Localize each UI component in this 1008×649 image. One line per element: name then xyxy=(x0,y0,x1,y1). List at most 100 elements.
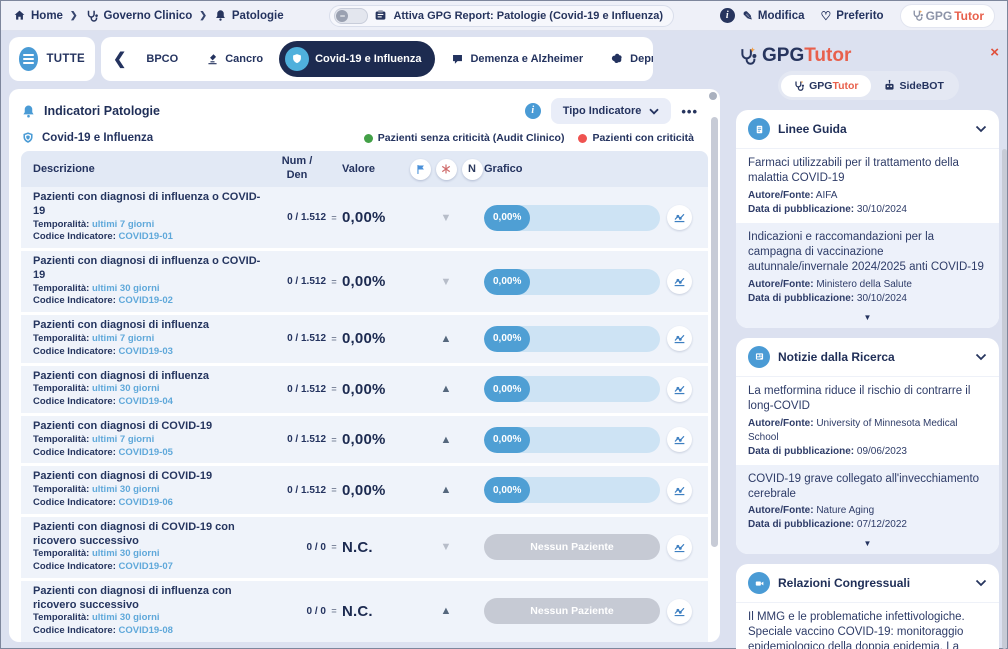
chart-icon[interactable] xyxy=(666,205,692,231)
expand-more-icon[interactable]: ▼ xyxy=(736,311,999,328)
chart-icon[interactable] xyxy=(666,477,692,503)
tab-demenza-alzheimer[interactable]: Demenza e Alzheimer xyxy=(439,41,595,77)
section-header[interactable]: Linee Guida xyxy=(736,110,999,149)
col-grafico: Grafico xyxy=(484,163,523,175)
modifica-label: Modifica xyxy=(757,9,805,22)
page-title: Indicatori Patologie xyxy=(44,104,160,118)
tab-label: Covid-19 e Influenza xyxy=(315,53,422,65)
tab-depressione[interactable]: Depressione xyxy=(599,41,653,77)
tab-tutte[interactable]: TUTTE xyxy=(9,37,95,81)
table-row[interactable]: Pazienti con diagnosi di influenza Tempo… xyxy=(21,365,708,416)
tab-label: Cancro xyxy=(225,53,264,65)
trend-down-icon: ▼ xyxy=(440,211,452,224)
value-bar: 0,00% xyxy=(484,376,660,403)
list-item[interactable]: COVID-19 grave collegato all'invecchiame… xyxy=(736,464,999,539)
millewin-logo-icon[interactable] xyxy=(435,158,457,180)
breadcrumb-governo-clinico[interactable]: Governo Clinico xyxy=(85,9,192,23)
chart-icon[interactable] xyxy=(666,427,692,453)
chart-icon[interactable] xyxy=(666,326,692,352)
chart-icon[interactable] xyxy=(666,376,692,402)
video-camera-icon xyxy=(748,572,770,595)
trend-up-icon: ▲ xyxy=(440,605,452,618)
chevron-down-icon xyxy=(649,108,659,115)
indicator-title: Pazienti con diagnosi di COVID-19 xyxy=(33,470,213,483)
info-icon[interactable]: i xyxy=(719,8,735,23)
preferito-label: Preferito xyxy=(836,9,884,22)
section-linee-guida: Linee Guida Farmaci utilizzabili per il … xyxy=(736,110,999,328)
section-header[interactable]: Relazioni Congressuali xyxy=(736,564,999,604)
main-scrollbar[interactable] xyxy=(711,117,718,547)
list-item[interactable]: Il MMG e le problematiche infettivologic… xyxy=(736,603,999,649)
indicatori-patologie-card: Indicatori Patologie i Tipo Indicatore •… xyxy=(9,89,720,642)
value-bar: 0,00% xyxy=(484,268,660,295)
card-subheader: Covid-19 e Influenza Pazienti senza crit… xyxy=(21,125,708,151)
sidebar-tabs: GPGTutor SideBOT xyxy=(778,71,959,100)
gpg-report-toggle[interactable]: − xyxy=(334,7,369,24)
expand-more-icon[interactable]: ▼ xyxy=(736,538,999,555)
modifica-button[interactable]: ✎ Modifica xyxy=(743,9,805,23)
chevron-left-icon[interactable]: ❮ xyxy=(113,51,127,68)
col-flags: N xyxy=(408,92,717,180)
tipo-indicatore-dropdown[interactable]: Tipo Indicatore xyxy=(550,98,672,124)
value-bar: 0,00% xyxy=(484,204,660,231)
section-title: Linee Guida xyxy=(778,122,847,136)
item-author: Ministero della Salute xyxy=(816,278,912,290)
breadcrumb: Home ❯ Governo Clinico ❯ Patologie xyxy=(13,9,284,23)
chart-icon[interactable] xyxy=(666,598,692,624)
codice-value: COVID19-01 xyxy=(118,231,173,243)
flag-icon[interactable] xyxy=(409,158,431,180)
legend-label: Pazienti con criticità xyxy=(592,132,694,144)
info-icon[interactable]: i xyxy=(524,103,541,119)
chart-icon[interactable] xyxy=(666,534,692,560)
table-row[interactable]: Pazienti con diagnosi di COVID-19 Tempor… xyxy=(21,466,708,517)
report-icon xyxy=(376,10,386,20)
robot-icon xyxy=(884,79,894,90)
tab-covid19-influenza[interactable]: Covid-19 e Influenza xyxy=(279,41,436,77)
indicator-title: Pazienti con diagnosi di influenza o COV… xyxy=(33,191,261,217)
tab-cancro[interactable]: Cancro xyxy=(194,41,275,77)
indicator-value: 0,00% xyxy=(342,273,386,291)
gpg-report-label: Attiva GPG Report: Patologie (Covid-19 e… xyxy=(393,9,663,22)
gpgtutor-button[interactable]: GPG Tutor xyxy=(899,3,995,28)
chart-icon[interactable] xyxy=(666,269,692,295)
item-date: 09/06/2023 xyxy=(856,445,907,457)
section-title: Notizie dalla Ricerca xyxy=(778,349,895,364)
breadcrumb-patologie[interactable]: Patologie xyxy=(214,9,284,22)
red-dot-icon xyxy=(578,133,588,143)
bell-icon xyxy=(215,10,225,21)
legend-label: Pazienti senza criticità (Audit Clinico) xyxy=(377,132,565,144)
home-icon xyxy=(14,10,25,20)
tab-bpco[interactable]: BPCO xyxy=(134,41,190,77)
stethoscope-icon xyxy=(795,80,805,91)
table-row[interactable]: Pazienti con diagnosi di influenza o COV… xyxy=(21,251,708,316)
list-item[interactable]: Indicazioni e raccomandazioni per la cam… xyxy=(736,222,999,312)
tab-sidebot[interactable]: SideBOT xyxy=(871,74,956,97)
section-notizie-ricerca: Notizie dalla Ricerca La metformina ridu… xyxy=(736,337,999,555)
table-row[interactable]: Pazienti con diagnosi di COVID-19 Tempor… xyxy=(21,416,708,467)
more-options-icon[interactable]: ••• xyxy=(681,103,698,119)
value-bar: 0,00% xyxy=(484,477,660,504)
indicator-value: N.C. xyxy=(342,538,373,556)
sidebar-scrollbar[interactable] xyxy=(1002,149,1007,649)
netmedica-logo-icon[interactable]: N xyxy=(461,92,717,180)
close-icon[interactable]: × xyxy=(990,44,999,61)
section-header[interactable]: Notizie dalla Ricerca xyxy=(736,338,999,377)
temporalita-label: Temporalità: xyxy=(33,218,90,230)
breadcrumb-home[interactable]: Home xyxy=(13,9,63,22)
chevron-down-icon xyxy=(975,580,987,587)
table-row[interactable]: Pazienti con diagnosi di COVID-19 con ri… xyxy=(21,516,708,581)
list-item[interactable]: La metformina riduce il rischio di contr… xyxy=(736,377,999,465)
indicator-value: 0,00% xyxy=(342,330,386,348)
table-row[interactable]: Pazienti con diagnosi di influenza o COV… xyxy=(21,187,708,252)
pencil-icon: ✎ xyxy=(742,8,753,23)
gpg-report-pill: − Attiva GPG Report: Patologie (Covid-19… xyxy=(329,4,674,27)
preferito-button[interactable]: ♡ Preferito xyxy=(821,9,884,23)
indicator-title: Pazienti con diagnosi di COVID-19 con ri… xyxy=(33,520,235,547)
legend: Pazienti senza criticità (Audit Clinico)… xyxy=(363,132,708,144)
list-item[interactable]: Farmaci utilizzabili per il trattamento … xyxy=(736,149,999,223)
table-row[interactable]: Pazienti con diagnosi di influenza Tempo… xyxy=(21,315,708,366)
tab-gpgtutor[interactable]: GPGTutor xyxy=(781,74,871,97)
toggle-knob: − xyxy=(336,9,349,22)
value-bar: 0,00% xyxy=(484,426,660,453)
table-row[interactable]: Pazienti con diagnosi di influenza con r… xyxy=(21,580,708,642)
